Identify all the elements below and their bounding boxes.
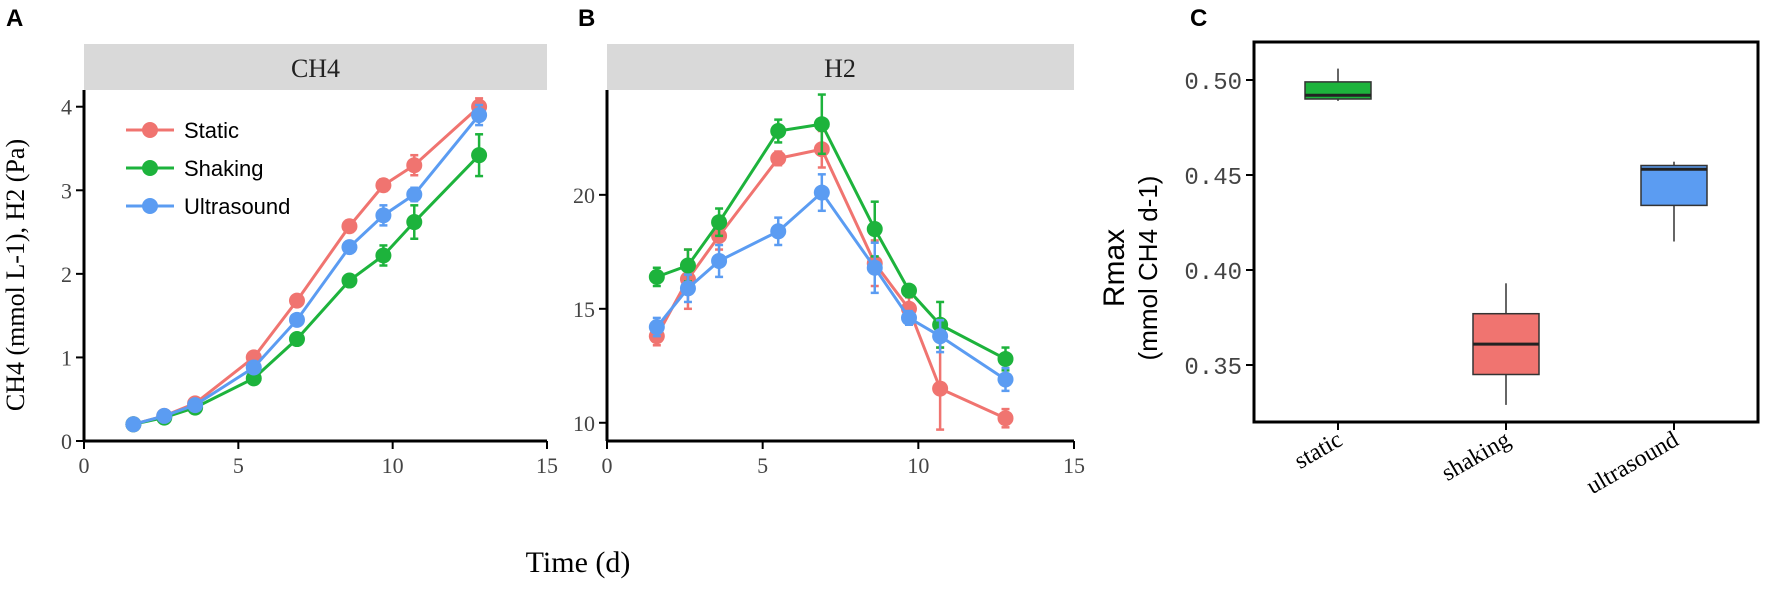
panel-b-series-static-point <box>932 380 949 397</box>
panel-c-y-tick-label: 0.45 <box>1184 165 1242 192</box>
panel-b-series-static-point <box>997 410 1014 427</box>
panel-b-series-ultrasound-point <box>770 223 787 240</box>
panel-a-series-static-point <box>375 177 392 194</box>
panel-a-y-tick-label: 0 <box>61 429 72 454</box>
panel-a-series-ultrasound-point <box>471 107 488 124</box>
panel-a-series-ultrasound-point <box>245 359 262 376</box>
panel-b-series-shaking-point <box>900 282 917 299</box>
panel-b-series-ultrasound-line <box>655 190 1007 381</box>
panel-letter-a: A <box>6 5 23 32</box>
panel-b-y-tick-label: 10 <box>573 411 595 436</box>
panel-a-series-static-point <box>341 218 358 235</box>
panel-a-x-tick-label: 0 <box>79 453 90 478</box>
panel-b-series-ultrasound-point <box>648 319 665 336</box>
panel-a-series-ultrasound-point <box>187 397 204 414</box>
panel-a-series-ultrasound-point <box>375 207 392 224</box>
panel-b-series-static-point <box>770 150 787 167</box>
panel-a-series-static-line <box>132 105 481 426</box>
panel-a-series-shaking-point <box>471 147 488 164</box>
panel-b-series-shaking-line <box>656 122 1007 361</box>
panel-c-ylabel-line1: Rmax <box>1098 229 1131 307</box>
legend-item-static-swatch-marker <box>142 122 158 138</box>
panel-b-series-shaking-point <box>866 221 883 238</box>
legend-item-ultrasound-swatch-marker <box>142 198 158 214</box>
legend-item-shaking-swatch-marker <box>142 160 158 176</box>
x-axis-label: Time (d) <box>526 546 631 579</box>
panel-a-header: CH4 <box>84 44 547 90</box>
legend-item-ultrasound-label: Ultrasound <box>184 194 290 219</box>
panel-c-x-tick-label: static <box>1290 427 1347 475</box>
panel-a-series-shaking-point <box>288 331 305 348</box>
panel-b-series-ultrasound-point <box>679 280 696 297</box>
panel-c-y-tick-label: 0.35 <box>1184 355 1242 382</box>
panel-b-y-tick-label: 20 <box>573 183 595 208</box>
panel-a-x-tick-label: 15 <box>536 453 558 478</box>
panel-a-series-ultrasound-point <box>156 407 173 424</box>
panel-a-series-ultrasound-point <box>341 239 358 256</box>
panel-a-y-tick-label: 1 <box>61 345 72 370</box>
panel-c-y-tick-label: 0.50 <box>1184 70 1242 97</box>
panel-a-series-shaking-point <box>406 214 423 231</box>
panel-letter-c: C <box>1190 5 1207 32</box>
panel-a-series-shaking-point <box>375 247 392 264</box>
panel-a-series-ultrasound-point <box>125 416 142 433</box>
panel-c-x-tick-label: shaking <box>1437 427 1515 487</box>
panel-a-y-tick-label: 4 <box>61 95 72 120</box>
panel-a-series-ultrasound-point <box>406 186 423 203</box>
panel-b-series-ultrasound-point <box>813 184 830 201</box>
panel-b-series-shaking-point <box>997 350 1014 367</box>
panel-c-y-tick-label: 0.40 <box>1184 260 1242 287</box>
legend-item-static-label: Static <box>184 118 239 143</box>
panel-b-plot: 0 5 10 15 10 15 20 <box>573 90 1085 478</box>
panel-b-x-tick-label: 0 <box>602 453 613 478</box>
panel-c-plot: 0.35 0.40 0.45 0.50 static shaking ultrasound <box>1184 40 1760 500</box>
panel-b-series-ultrasound-point <box>711 252 728 269</box>
panel-c-ylabel-line2: (mmol CH4 d-1) <box>1133 176 1163 361</box>
panel-b-header-label: H2 <box>824 54 856 83</box>
panel-b-x-tick-label: 5 <box>757 453 768 478</box>
panel-a-series-static-point <box>288 292 305 309</box>
panel-b-y-tick-label: 15 <box>573 297 595 322</box>
panel-b-x-tick-label: 15 <box>1063 453 1085 478</box>
panel-letter-b: B <box>578 5 595 32</box>
panel-b-series-ultrasound-point <box>932 328 949 345</box>
panel-a-series-shaking-point <box>341 272 358 289</box>
panel-b-header: H2 <box>607 44 1074 90</box>
panel-b-series-shaking-point <box>813 116 830 133</box>
panel-a-header-label: CH4 <box>291 54 340 83</box>
panel-c-x-tick-label: ultrasound <box>1582 427 1683 500</box>
panel-b-series-shaking-point <box>711 214 728 231</box>
panel-b-series-ultrasound-point <box>866 259 883 276</box>
panel-a-y-tick-label: 2 <box>61 262 72 287</box>
panel-b-series-shaking-point <box>679 257 696 274</box>
panel-a-x-tick-label: 5 <box>233 453 244 478</box>
panel-b-series-shaking-point <box>770 123 787 140</box>
panel-b-x-tick-label: 10 <box>907 453 929 478</box>
panel-a-series-static-point <box>406 157 423 174</box>
panel-a-y-tick-label: 3 <box>61 178 72 203</box>
panel-a-series-ultrasound-point <box>288 311 305 328</box>
panel-b-series-ultrasound-point <box>900 309 917 326</box>
panel-a-ylabel: CH4 (mmol L-1), H2 (Pa) <box>1 139 30 411</box>
panel-b-series-static-line <box>655 147 1007 420</box>
legend-item-shaking-label: Shaking <box>184 156 264 181</box>
box-ultrasound-iqr <box>1640 164 1708 207</box>
panel-a-plot: 0 5 10 15 0 1 2 3 4 Static Shaking Ultrasound <box>61 90 558 478</box>
panel-b-series-shaking-point <box>648 268 665 285</box>
panel-b-series-ultrasound-point <box>997 371 1014 388</box>
panel-a-x-tick-label: 10 <box>382 453 404 478</box>
